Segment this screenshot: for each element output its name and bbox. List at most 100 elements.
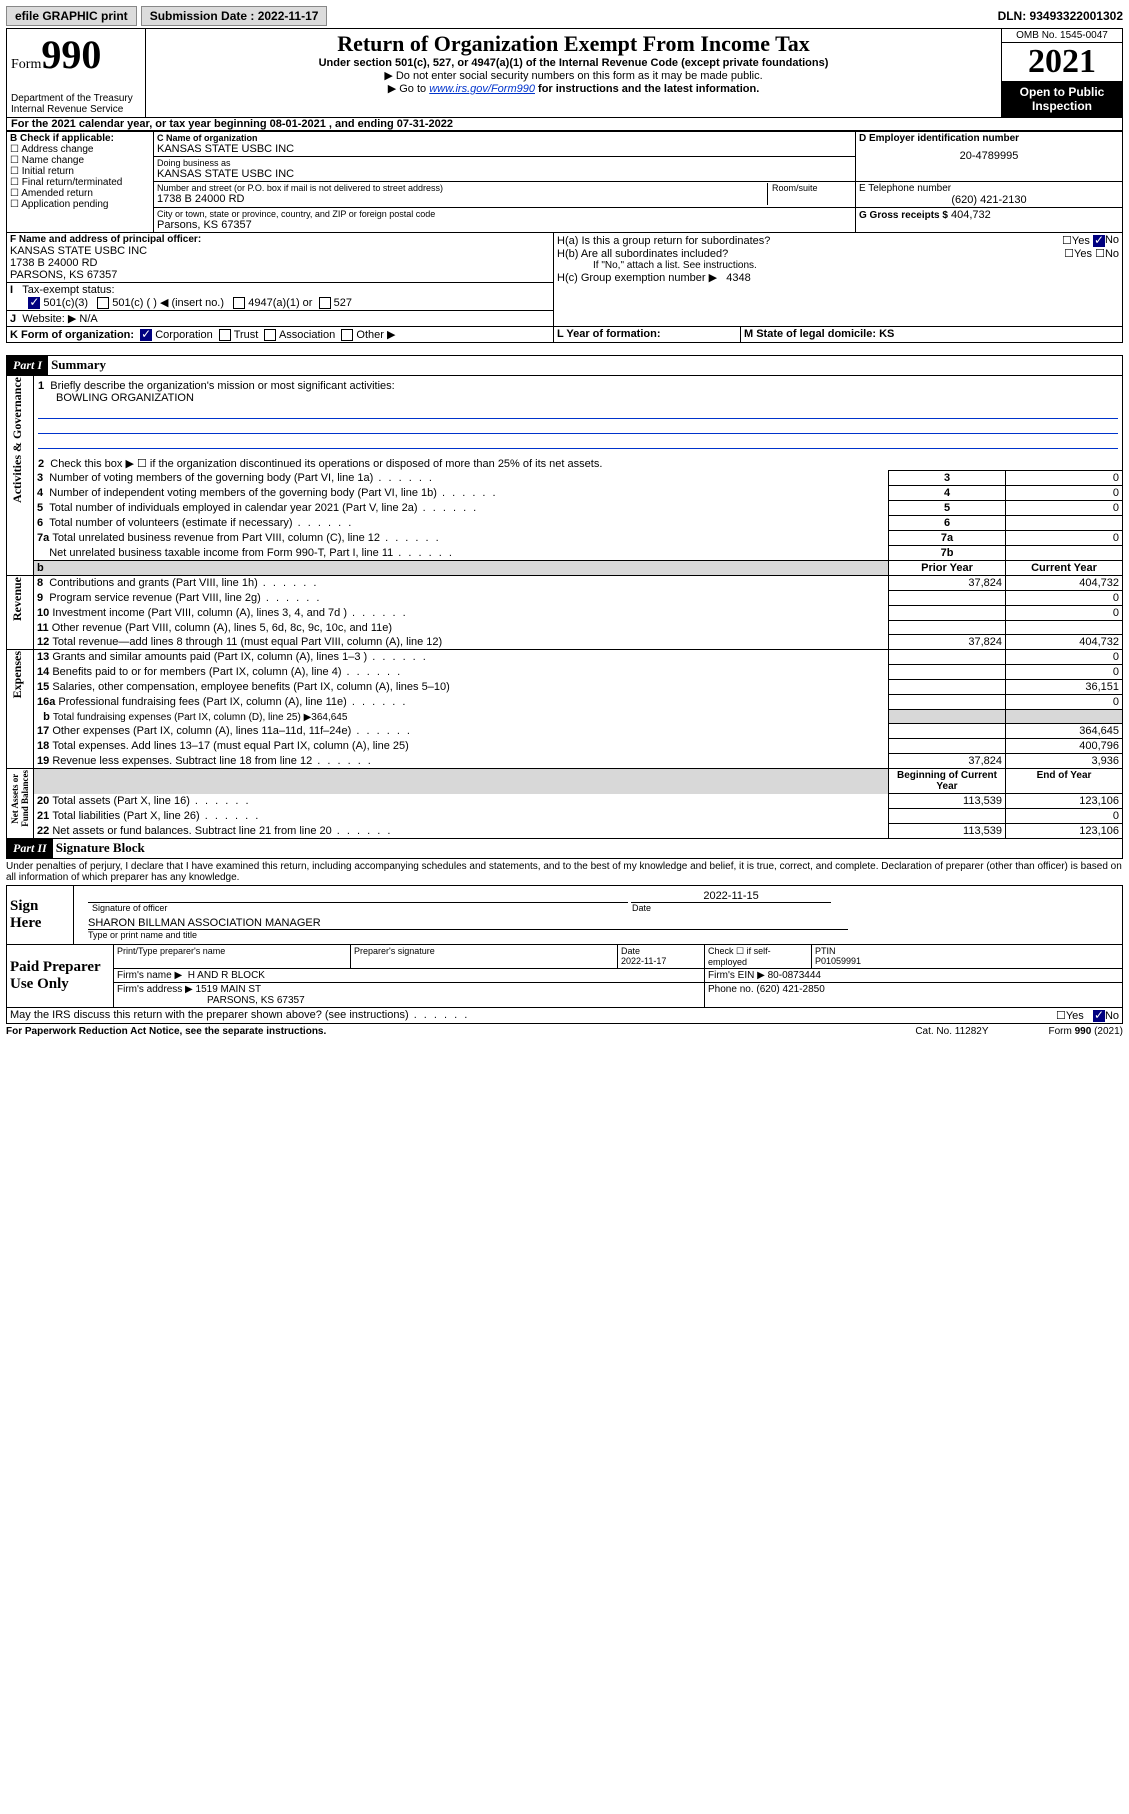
form-number: 990 xyxy=(41,32,101,77)
street: 1738 B 24000 RD xyxy=(157,193,767,205)
check-501c3[interactable] xyxy=(28,297,40,309)
instr-pre: ▶ Go to xyxy=(388,83,429,95)
form-number-box: Form990 Department of the Treasury Inter… xyxy=(7,29,146,117)
ha-yes[interactable]: ☐Yes xyxy=(1062,234,1090,247)
firm-addr2: PARSONS, KS 67357 xyxy=(117,995,305,1006)
box-g: G Gross receipts $ 404,732 xyxy=(856,208,1123,233)
gross-receipts: 404,732 xyxy=(951,209,991,221)
prep-date: 2022-11-17 xyxy=(621,956,701,966)
prep-sig-label: Preparer's signature xyxy=(354,946,614,956)
check-application-pending[interactable]: ☐ Application pending xyxy=(10,199,150,210)
j-label: Website: ▶ xyxy=(22,313,76,325)
part2-title: Signature Block xyxy=(56,840,145,855)
header: Form990 Department of the Treasury Inter… xyxy=(6,28,1123,118)
dln: DLN: 93493322001302 xyxy=(998,9,1123,23)
paid-preparer: Paid Preparer Use Only xyxy=(7,945,114,1008)
efile-label: efile GRAPHIC print xyxy=(6,6,137,26)
firm-ein-label: Firm's EIN ▶ xyxy=(708,970,765,981)
city-label: City or town, state or province, country… xyxy=(157,209,852,219)
ein: 20-4789995 xyxy=(859,144,1119,168)
side-expenses: Expenses xyxy=(7,650,34,769)
check-name-change[interactable]: ☐ Name change xyxy=(10,155,150,166)
ptin-label: PTIN xyxy=(815,946,1119,956)
e-label: E Telephone number xyxy=(859,183,1119,194)
firm-addr-label: Firm's address ▶ xyxy=(117,984,193,995)
irs-link[interactable]: www.irs.gov/Form990 xyxy=(429,83,535,95)
d-label: D Employer identification number xyxy=(859,133,1119,144)
check-other[interactable] xyxy=(341,329,353,341)
row-3: 3 Number of voting members of the govern… xyxy=(7,471,1123,486)
ha-label: H(a) Is this a group return for subordin… xyxy=(557,235,1062,247)
may-irs-yes[interactable]: ☐Yes xyxy=(1056,1010,1084,1022)
check-initial-return[interactable]: ☐ Initial return xyxy=(10,166,150,177)
sig-name-label: Type or print name and title xyxy=(88,930,1118,940)
big-title: Return of Organization Exempt From Incom… xyxy=(150,31,997,57)
box-i: I Tax-exempt status: 501(c)(3) 501(c) ( … xyxy=(7,283,554,311)
declaration: Under penalties of perjury, I declare th… xyxy=(6,859,1123,885)
firm-addr1: 1519 MAIN ST xyxy=(196,984,262,995)
box-k: K Form of organization: Corporation Trus… xyxy=(7,327,554,343)
row-5: 5 Total number of individuals employed i… xyxy=(7,501,1123,516)
g-label: G Gross receipts $ xyxy=(859,210,948,221)
hb-no[interactable]: ☐No xyxy=(1095,247,1119,260)
box-d: D Employer identification number 20-4789… xyxy=(856,132,1123,182)
officer-addr1: 1738 B 24000 RD xyxy=(10,257,550,269)
firm-phone: (620) 421-2850 xyxy=(756,984,824,995)
year-box: OMB No. 1545-0047 2021 Open to Public In… xyxy=(1001,29,1122,117)
topbar: efile GRAPHIC print Submission Date : 20… xyxy=(6,6,1123,26)
prep-date-label: Date xyxy=(621,946,701,956)
row-7b: Net unrelated business taxable income fr… xyxy=(7,546,1123,561)
line-a-text: For the 2021 calendar year, or tax year … xyxy=(7,118,453,130)
prep-name-label: Print/Type preparer's name xyxy=(117,946,347,956)
sig-date: 2022-11-15 xyxy=(631,890,831,903)
officer-addr2: PARSONS, KS 67357 xyxy=(10,269,550,281)
box-c-name: C Name of organization KANSAS STATE USBC… xyxy=(154,132,856,157)
form-word: Form xyxy=(11,57,41,72)
box-m: M State of legal domicile: KS xyxy=(741,327,1123,343)
box-c-street: Number and street (or P.O. box if mail i… xyxy=(154,182,856,208)
footer-mid: Cat. No. 11282Y xyxy=(915,1026,988,1037)
q2: Check this box ▶ ☐ if the organization d… xyxy=(50,458,602,470)
sig-name: SHARON BILLMAN ASSOCIATION MANAGER xyxy=(88,917,321,929)
check-address-change[interactable]: ☐ Address change xyxy=(10,144,150,155)
open-to-public: Open to Public Inspection xyxy=(1002,81,1122,117)
hb-note: If "No," attach a list. See instructions… xyxy=(557,260,1119,271)
prep-check[interactable]: Check ☐ if self-employed xyxy=(705,945,812,969)
instr-1: ▶ Do not enter social security numbers o… xyxy=(150,69,997,82)
instr-2: ▶ Go to www.irs.gov/Form990 for instruct… xyxy=(150,82,997,95)
check-4947[interactable] xyxy=(233,297,245,309)
box-e: E Telephone number (620) 421-2130 xyxy=(856,182,1123,208)
check-527[interactable] xyxy=(319,297,331,309)
part2-header: Part II Signature Block xyxy=(6,839,1123,859)
check-final-return[interactable]: ☐ Final return/terminated xyxy=(10,177,150,188)
firm-ein: 80-0873444 xyxy=(768,970,821,981)
check-corporation[interactable] xyxy=(140,329,152,341)
title-box: Return of Organization Exempt From Incom… xyxy=(146,29,1001,117)
side-revenue: Revenue xyxy=(7,576,34,650)
org-name: KANSAS STATE USBC INC xyxy=(157,143,852,155)
box-l: L Year of formation: xyxy=(554,327,741,343)
check-amended-return[interactable]: ☐ Amended return xyxy=(10,188,150,199)
omb: OMB No. 1545-0047 xyxy=(1002,29,1122,43)
ha-no[interactable]: No xyxy=(1093,234,1119,246)
dept-treasury: Department of the Treasury Internal Reve… xyxy=(11,93,141,115)
tax-year: 2021 xyxy=(1002,43,1122,81)
check-association[interactable] xyxy=(264,329,276,341)
row-6: 6 Total number of volunteers (estimate i… xyxy=(7,516,1123,531)
ptin: P01059991 xyxy=(815,956,1119,966)
box-c-city: City or town, state or province, country… xyxy=(154,208,856,233)
may-irs: May the IRS discuss this return with the… xyxy=(10,1009,469,1021)
may-irs-no[interactable]: No xyxy=(1093,1010,1119,1022)
q1-val: BOWLING ORGANIZATION xyxy=(38,392,194,404)
check-501c[interactable] xyxy=(97,297,109,309)
date-label: Date xyxy=(632,903,651,913)
hb-yes[interactable]: ☐Yes xyxy=(1064,247,1092,260)
side-ag: Activities & Governance xyxy=(7,376,34,576)
check-trust[interactable] xyxy=(219,329,231,341)
dba-label: Doing business as xyxy=(157,158,852,168)
city: Parsons, KS 67357 xyxy=(157,219,852,231)
c-name-label: C Name of organization xyxy=(157,133,852,143)
firm-name: H AND R BLOCK xyxy=(188,970,265,981)
hc-label: H(c) Group exemption number ▶ xyxy=(557,272,717,284)
footer: For Paperwork Reduction Act Notice, see … xyxy=(6,1024,1123,1037)
